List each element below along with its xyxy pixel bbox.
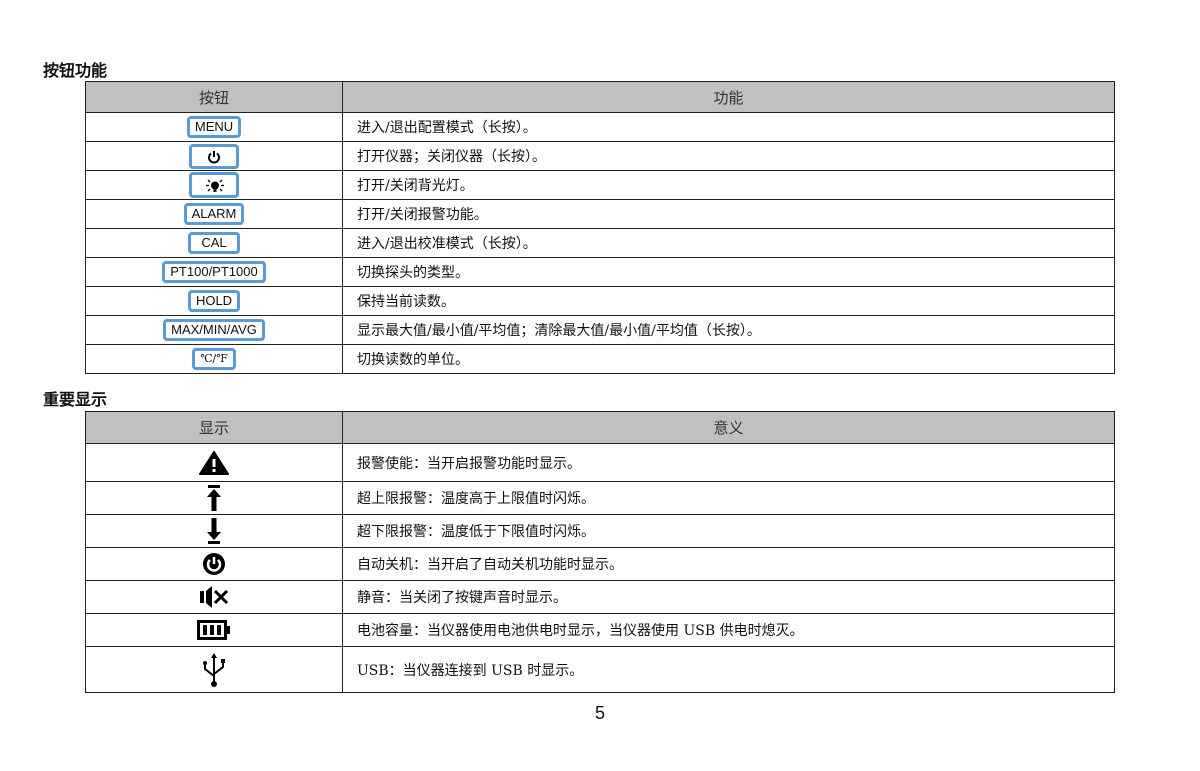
- hold-button: HOLD: [187, 290, 241, 312]
- function-text: 保持当前读数。: [342, 286, 1115, 316]
- function-text: 切换探头的类型。: [342, 257, 1115, 287]
- header-meaning: 意义: [342, 411, 1115, 444]
- power-button: [189, 143, 239, 169]
- table-row: 报警使能：当开启报警功能时显示。: [85, 443, 1115, 482]
- header-function: 功能: [342, 81, 1115, 113]
- usb-icon: [203, 652, 225, 687]
- table-row: 电池容量：当仪器使用电池供电时显示，当仪器使用 USB 供电时熄灭。: [85, 613, 1115, 647]
- function-text: 进入/退出校准模式（长按）。: [342, 228, 1115, 258]
- battery-icon: [197, 620, 230, 640]
- function-text: 打开/关闭背光灯。: [342, 170, 1115, 200]
- section-title-display: 重要显示: [43, 390, 108, 409]
- meaning-text: 静音：当关闭了按键声音时显示。: [342, 580, 1115, 614]
- max-min-avg-button: MAX/MIN/AVG: [163, 319, 265, 341]
- header-display: 显示: [85, 411, 343, 444]
- meaning-text: 自动关机：当开启了自动关机功能时显示。: [342, 547, 1115, 581]
- table-row: ℃/℉ 切换读数的单位。: [85, 344, 1115, 374]
- button-function-table: 按钮 功能 MENU 进入/退出配置模式（长按）。 打开仪器；关闭仪器（长按）。…: [85, 81, 1115, 374]
- function-text: 显示最大值/最小值/平均值；清除最大值/最小值/平均值（长按）。: [342, 315, 1115, 345]
- probe-type-button: PT100/PT1000: [162, 261, 266, 283]
- function-text: 打开仪器；关闭仪器（长按）。: [342, 141, 1115, 171]
- header-button: 按钮: [85, 81, 343, 113]
- section-title-buttons: 按钮功能: [43, 61, 108, 80]
- power-icon: [208, 151, 220, 164]
- table-header: 显示 意义: [85, 411, 1115, 444]
- backlight-button: [189, 172, 239, 198]
- meaning-text: 报警使能：当开启报警功能时显示。: [342, 443, 1115, 482]
- table-row: 打开仪器；关闭仪器（长按）。: [85, 141, 1115, 171]
- table-row: 自动关机：当开启了自动关机功能时显示。: [85, 547, 1115, 581]
- meaning-text: 超上限报警：温度高于上限值时闪烁。: [342, 481, 1115, 515]
- menu-button: MENU: [186, 116, 242, 138]
- unit-button: ℃/℉: [192, 348, 236, 370]
- auto-power-off-icon: [203, 553, 225, 575]
- table-row: CAL 进入/退出校准模式（长按）。: [85, 228, 1115, 258]
- table-row: MENU 进入/退出配置模式（长按）。: [85, 112, 1115, 142]
- cal-button: CAL: [188, 232, 240, 254]
- table-row: USB：当仪器连接到 USB 时显示。: [85, 646, 1115, 693]
- table-row: 静音：当关闭了按键声音时显示。: [85, 580, 1115, 614]
- table-row: 超下限报警：温度低于下限值时闪烁。: [85, 514, 1115, 548]
- upper-limit-icon: [207, 485, 221, 511]
- meaning-text: 超下限报警：温度低于下限值时闪烁。: [342, 514, 1115, 548]
- meaning-text: USB：当仪器连接到 USB 时显示。: [342, 646, 1115, 693]
- table-row: 打开/关闭背光灯。: [85, 170, 1115, 200]
- table-row: HOLD 保持当前读数。: [85, 286, 1115, 316]
- table-row: PT100/PT1000 切换探头的类型。: [85, 257, 1115, 287]
- table-row: 超上限报警：温度高于上限值时闪烁。: [85, 481, 1115, 515]
- meaning-text: 电池容量：当仪器使用电池供电时显示，当仪器使用 USB 供电时熄灭。: [342, 613, 1115, 647]
- display-meaning-table: 显示 意义 报警使能：当开启报警功能时显示。 超上限报警：温度高于上限值时闪烁。…: [85, 411, 1115, 693]
- table-row: MAX/MIN/AVG 显示最大值/最小值/平均值；清除最大值/最小值/平均值（…: [85, 315, 1115, 345]
- table-row: ALARM 打开/关闭报警功能。: [85, 199, 1115, 229]
- function-text: 切换读数的单位。: [342, 344, 1115, 374]
- mute-icon: [200, 586, 229, 608]
- table-header: 按钮 功能: [85, 81, 1115, 113]
- backlight-icon: [206, 179, 224, 192]
- lower-limit-icon: [207, 518, 221, 544]
- alarm-warning-icon: [199, 450, 229, 475]
- function-text: 打开/关闭报警功能。: [342, 199, 1115, 229]
- alarm-button: ALARM: [183, 203, 245, 225]
- function-text: 进入/退出配置模式（长按）。: [342, 112, 1115, 142]
- page-number: 5: [594, 703, 605, 723]
